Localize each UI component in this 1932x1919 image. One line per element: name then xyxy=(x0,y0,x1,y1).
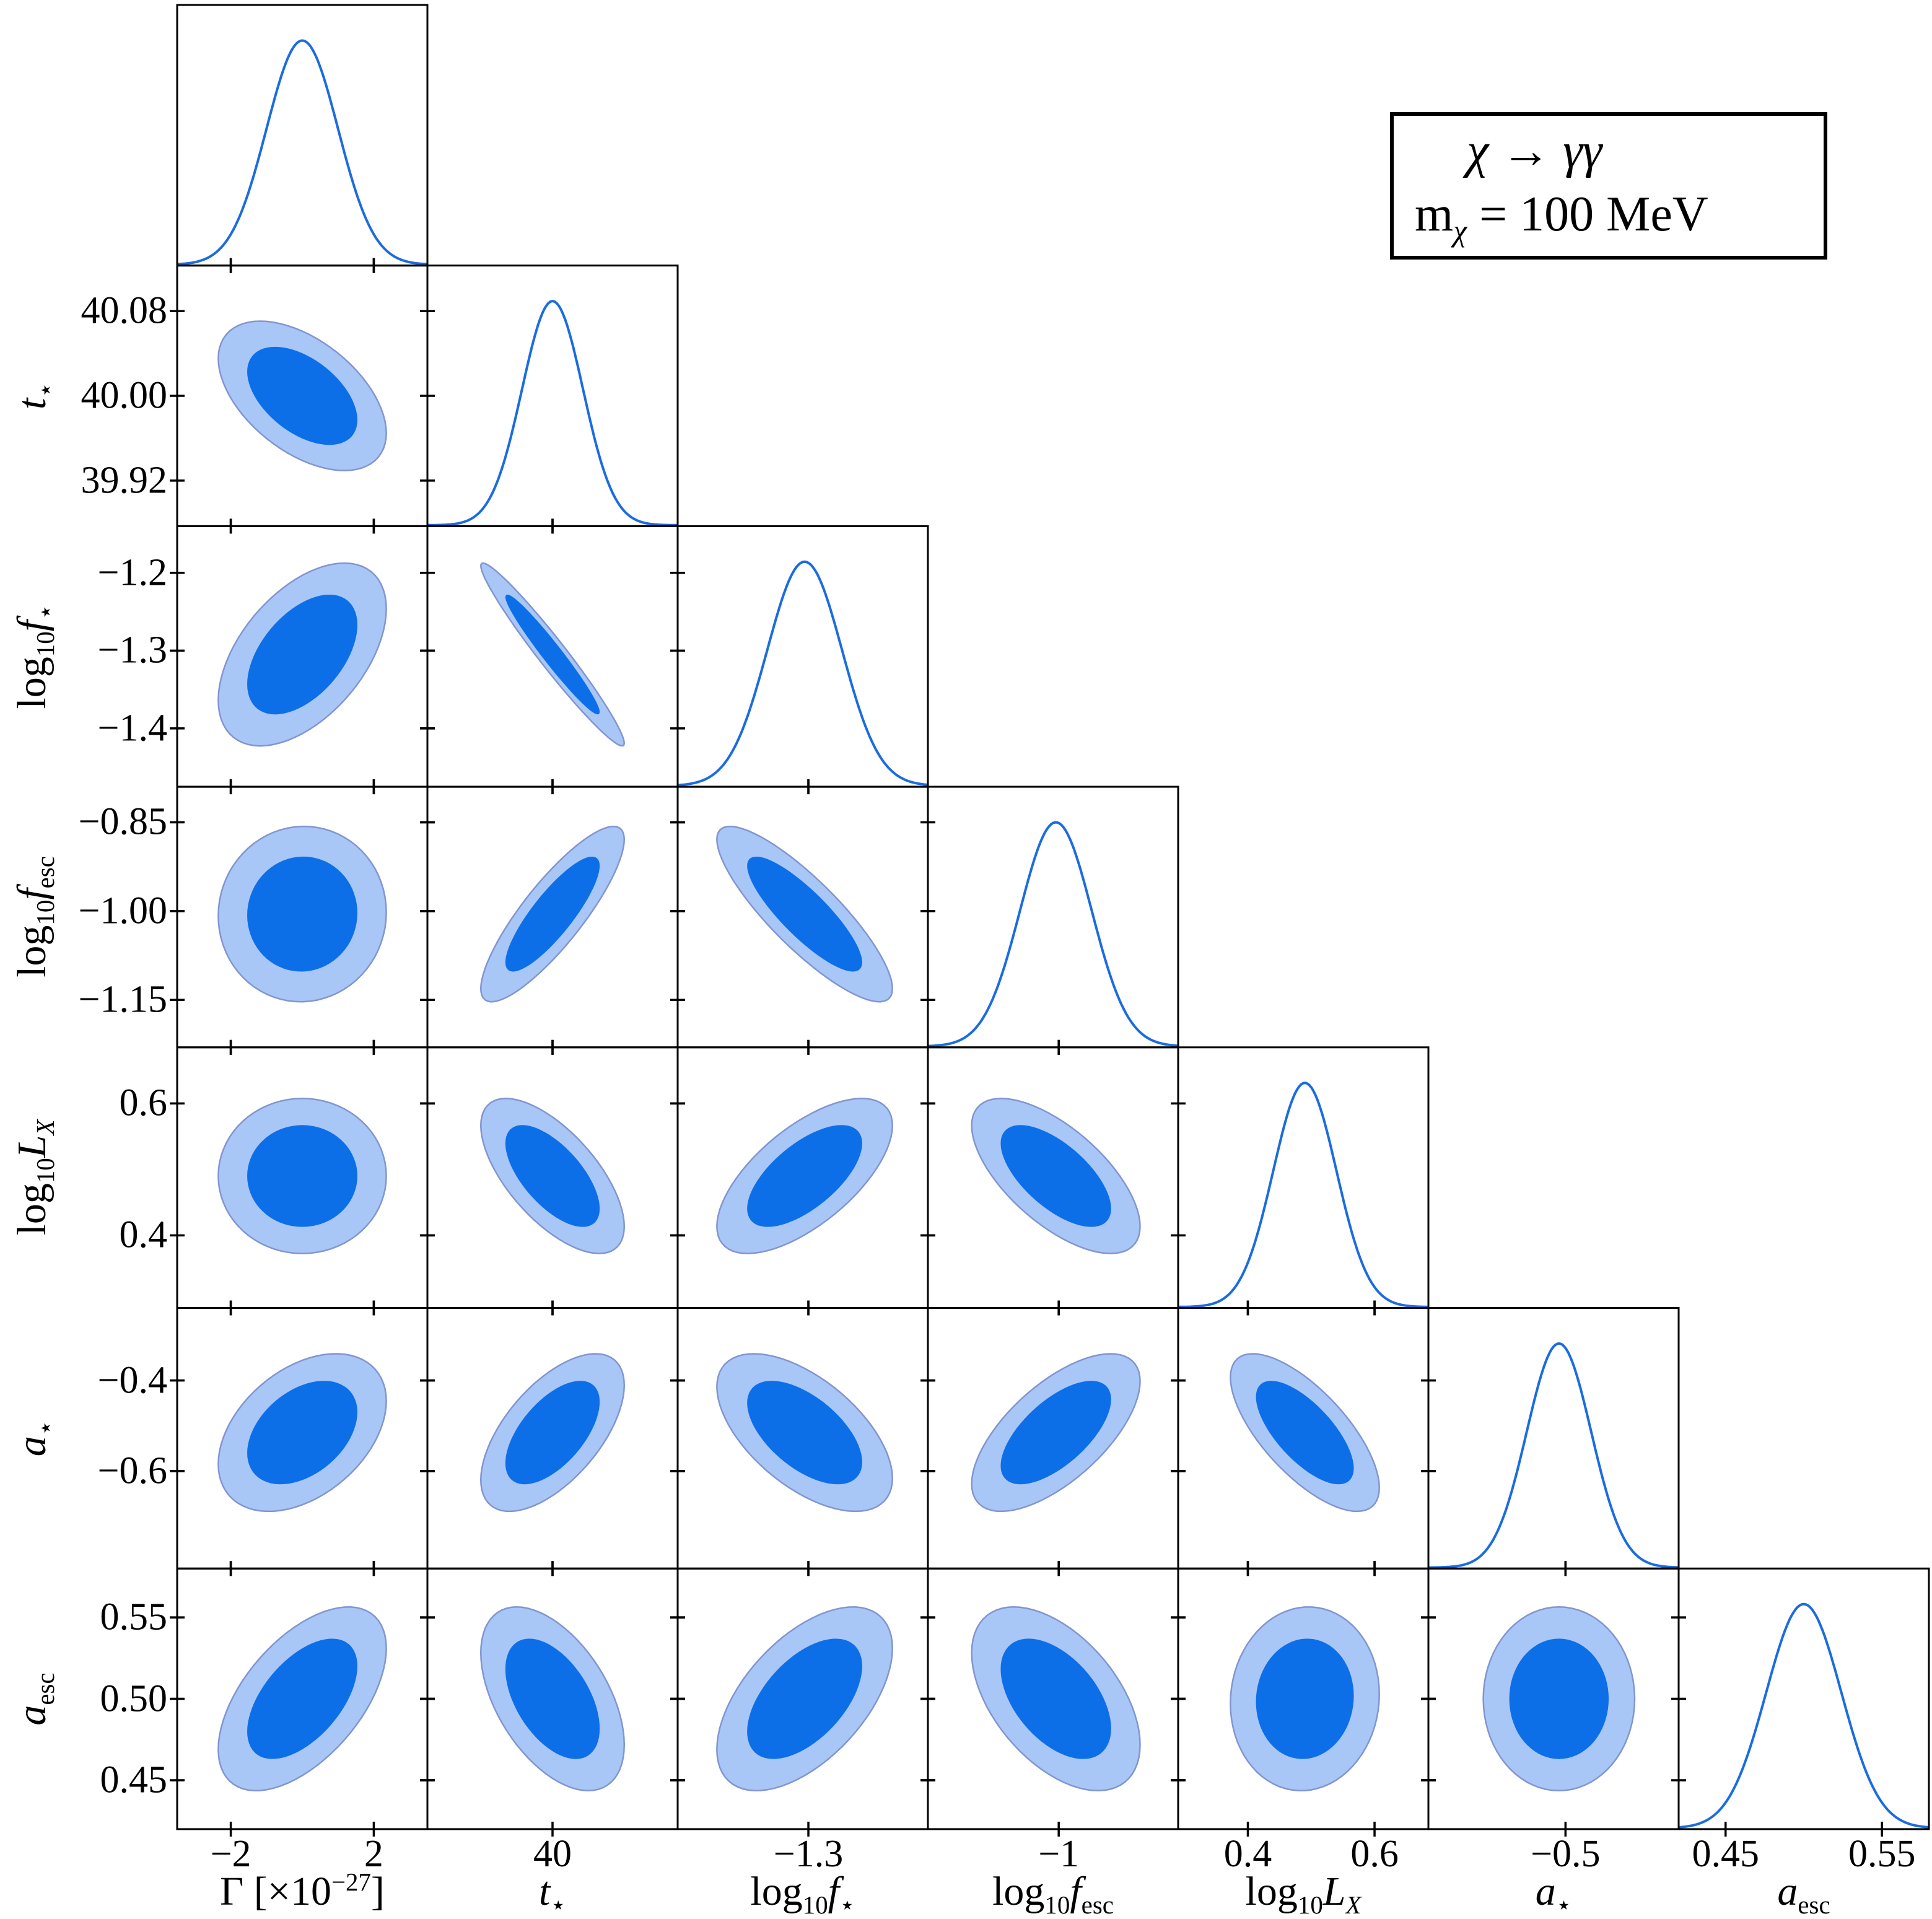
gaussian-curve-t_star xyxy=(427,300,678,527)
contour-68-log10_LX-vs-log10_f_esc xyxy=(1000,1125,1111,1227)
contour-68-log10_LX-vs-t_star xyxy=(505,1125,600,1227)
contour-68-a_esc-vs-log10_f_star xyxy=(747,1638,862,1759)
x-axis-title-Gamma: Γ [×10−27] xyxy=(220,1868,385,1914)
ytick-label-t_star-39.92: 39.92 xyxy=(81,459,168,502)
y-axis-title-log10_f_star: log10f⋆ xyxy=(9,604,60,709)
xtick-label-Gamma-−2: −2 xyxy=(210,1833,251,1875)
xtick-label-log10_f_esc-−1: −1 xyxy=(1038,1833,1080,1875)
y-axis-title-a_star: a⋆ xyxy=(9,1420,60,1457)
xtick-label-log10_LX-0.4: 0.4 xyxy=(1223,1833,1272,1875)
ytick-label-a_star-−0.6: −0.6 xyxy=(97,1449,167,1492)
panel-a_star-vs-log10_f_star xyxy=(670,1300,935,1576)
panel-frame xyxy=(1677,1567,1930,1830)
x-axis-title-log10_LX: log10LX xyxy=(1245,1869,1362,1919)
y-axis-title-log10_LX: log10LX xyxy=(9,1119,60,1236)
panel-a_star-vs-Gamma xyxy=(170,1300,435,1576)
contour-68-a_star-vs-Gamma xyxy=(247,1381,357,1485)
panel-a_esc-vs-a_esc xyxy=(1677,1567,1930,1837)
contour-68-t_star-vs-Gamma xyxy=(247,346,357,445)
contour-68-a_esc-vs-a_star xyxy=(1509,1638,1609,1759)
contour-68-a_star-vs-log10_f_star xyxy=(747,1381,862,1485)
ytick-label-a_esc-0.50: 0.50 xyxy=(100,1677,168,1720)
panel-a_esc-vs-log10_f_star xyxy=(670,1561,935,1837)
legend-line-decay-channel: χ → γγ xyxy=(1467,124,1602,178)
contour-68-a_esc-vs-t_star xyxy=(505,1638,600,1759)
gaussian-curve-log10_f_star xyxy=(677,560,929,787)
x-axis-title-t_star: t⋆ xyxy=(539,1869,566,1919)
y-axis-title-t_star: t⋆ xyxy=(9,382,60,410)
panel-a_esc-vs-log10_LX xyxy=(1171,1561,1436,1837)
legend-box: χ → γγ mχ = 100 MeV xyxy=(1390,112,1827,260)
xtick-label-a_esc-0.55: 0.55 xyxy=(1848,1833,1916,1875)
gaussian-curve-log10_f_esc xyxy=(927,821,1179,1047)
x-axis-title-log10_f_esc: log10fesc xyxy=(992,1869,1114,1919)
contour-68-log10_f_star-vs-t_star xyxy=(505,594,600,715)
ytick-label-log10_LX-0.6: 0.6 xyxy=(119,1082,168,1124)
legend-line-dm-mass: mχ = 100 MeV xyxy=(1415,187,1708,248)
x-axis-title-a_star: a⋆ xyxy=(1535,1869,1572,1919)
contour-68-log10_f_esc-vs-log10_f_star xyxy=(747,856,862,972)
panel-a_esc-vs-a_star xyxy=(1421,1561,1686,1837)
contour-68-log10_LX-vs-Gamma xyxy=(247,1125,357,1227)
contour-68-a_esc-vs-log10_f_esc xyxy=(1000,1638,1111,1759)
panel-log10_LX-vs-t_star xyxy=(420,1039,685,1316)
panel-log10_LX-vs-Gamma xyxy=(170,1039,435,1316)
ytick-label-log10_f_esc-−1.00: −1.00 xyxy=(78,890,167,932)
xtick-label-a_esc-0.45: 0.45 xyxy=(1692,1833,1760,1875)
contour-68-log10_f_esc-vs-t_star xyxy=(505,856,600,972)
panel-log10_f_esc-vs-log10_f_star xyxy=(670,779,935,1055)
contour-68-a_star-vs-log10_LX xyxy=(1256,1381,1354,1485)
xtick-label-t_star-40: 40 xyxy=(533,1833,572,1875)
contour-68-log10_f_star-vs-Gamma xyxy=(247,594,357,715)
contour-68-a_esc-vs-Gamma xyxy=(247,1638,357,1759)
xtick-label-a_star-−0.5: −0.5 xyxy=(1531,1833,1601,1875)
panel-log10_LX-vs-log10_f_esc xyxy=(920,1039,1186,1316)
panel-log10_f_esc-vs-t_star xyxy=(420,779,685,1055)
gaussian-curve-log10_LX xyxy=(1178,1082,1428,1308)
contour-68-log10_f_esc-vs-Gamma xyxy=(247,856,357,972)
ytick-label-log10_f_star-−1.3: −1.3 xyxy=(97,629,167,671)
gaussian-curve-Gamma xyxy=(177,39,428,266)
ytick-label-t_star-40.00: 40.00 xyxy=(81,374,168,417)
ytick-label-log10_f_star-−1.4: −1.4 xyxy=(97,707,167,750)
panel-a_esc-vs-log10_f_esc xyxy=(920,1561,1186,1837)
x-axis-title-log10_f_star: log10f⋆ xyxy=(750,1869,855,1919)
xtick-label-Gamma-2: 2 xyxy=(364,1833,383,1875)
contour-68-a_esc-vs-log10_LX xyxy=(1256,1638,1354,1759)
y-axis-title-a_esc: aesc xyxy=(9,1672,60,1726)
ytick-label-log10_f_esc-−0.85: −0.85 xyxy=(78,800,167,843)
ytick-label-a_esc-0.45: 0.45 xyxy=(100,1759,168,1801)
contour-68-a_star-vs-log10_f_esc xyxy=(1000,1381,1111,1485)
panel-log10_f_esc-vs-Gamma xyxy=(170,779,435,1055)
x-axis-title-a_esc: aesc xyxy=(1777,1869,1830,1919)
ytick-label-a_esc-0.55: 0.55 xyxy=(100,1596,168,1638)
ytick-label-t_star-40.08: 40.08 xyxy=(81,289,168,332)
ytick-label-log10_LX-0.4: 0.4 xyxy=(119,1213,168,1256)
contour-68-a_star-vs-t_star xyxy=(505,1381,600,1485)
xtick-label-log10_f_star-−1.3: −1.3 xyxy=(773,1833,844,1875)
xtick-label-log10_LX-0.6: 0.6 xyxy=(1350,1833,1399,1875)
contour-68-log10_LX-vs-log10_f_star xyxy=(747,1125,862,1227)
y-axis-title-log10_f_esc: log10fesc xyxy=(9,856,60,978)
gaussian-curve-a_esc xyxy=(1678,1602,1930,1829)
ytick-label-log10_f_star-−1.2: −1.2 xyxy=(97,551,167,594)
gaussian-curve-a_star xyxy=(1428,1342,1679,1569)
ytick-label-a_star-−0.4: −0.4 xyxy=(97,1359,167,1402)
ytick-label-log10_f_esc-−1.15: −1.15 xyxy=(78,978,167,1021)
